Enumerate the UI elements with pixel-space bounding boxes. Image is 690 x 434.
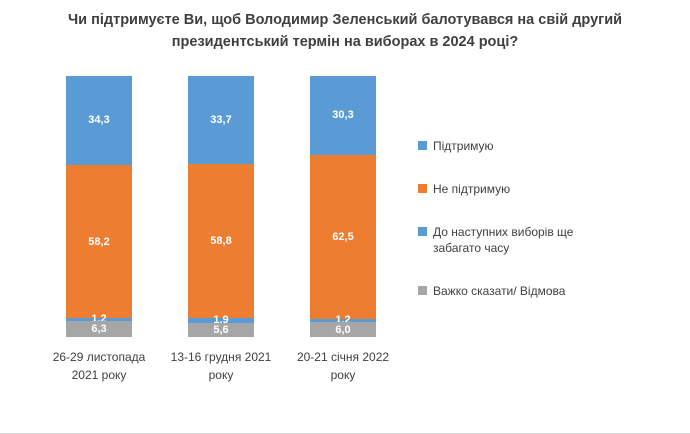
- legend-swatch: [418, 140, 427, 150]
- bar-column: 30,3 62,5 1,2 6,0 20-21 січня 2022 року: [282, 75, 404, 385]
- bar-segment: 6,0: [310, 321, 376, 338]
- legend-swatch: [418, 183, 427, 193]
- chart-page: { "chart_data": { "type": "bar", "subtyp…: [0, 10, 690, 434]
- chart-title: Чи підтримуєте Ви, щоб Володимир Зеленсь…: [67, 12, 623, 50]
- bar-segment: 33,7: [188, 75, 254, 164]
- bar-segment: 6,3: [66, 320, 132, 338]
- stacked-bar: 33,7 58,8 1,9 5,6: [188, 75, 254, 338]
- legend-swatch: [418, 286, 427, 296]
- segment-value-label: 62,5: [332, 230, 354, 243]
- chart-area: 34,3 58,2 1,2 6,3 26-29 листопада 2021 року 3…: [0, 75, 690, 385]
- bar-segment: 30,3: [310, 75, 376, 155]
- stacked-bar: 34,3 58,2 1,2 6,3: [66, 75, 132, 338]
- stacked-bar: 30,3 62,5 1,2 6,0: [310, 75, 376, 338]
- bar-segment: 58,8: [188, 163, 254, 318]
- segment-value-label: 33,7: [210, 113, 232, 126]
- bar-column: 34,3 58,2 1,2 6,3 26-29 листопада 2021 року: [38, 75, 160, 385]
- legend: Підтримую Не підтримую До наступних виборі…: [418, 76, 628, 385]
- category-label: 26-29 листопада 2021 року: [52, 349, 146, 383]
- segment-value-label: 5,6: [213, 324, 229, 337]
- bar-segment: 62,5: [310, 154, 376, 319]
- legend-label: До наступних виборів ще забагато часу: [433, 224, 574, 256]
- segment-value-label: 30,3: [332, 109, 354, 122]
- bar-column: 33,7 58,8 1,9 5,6 13-16 грудня 2021 року: [160, 75, 282, 385]
- legend-label: Підтримую: [433, 138, 494, 153]
- bar-segment: 34,3: [66, 75, 132, 166]
- segment-value-label: 6,0: [335, 323, 351, 336]
- segment-value-label: 34,3: [88, 114, 110, 127]
- segment-value-label: 58,2: [88, 235, 110, 248]
- bar-segment: 58,2: [66, 165, 132, 318]
- legend-label: Не підтримую: [433, 181, 511, 196]
- segment-value-label: 58,8: [210, 234, 232, 247]
- plot-area: 34,3 58,2 1,2 6,3 26-29 листопада 2021 року 3…: [38, 75, 404, 385]
- legend-item: До наступних виборів ще забагато часу: [418, 224, 628, 256]
- category-label: 13-16 грудня 2021 року: [170, 349, 272, 383]
- legend-item: Не підтримую: [418, 181, 628, 197]
- legend-label: Важко сказати/ Відмова: [433, 284, 566, 299]
- segment-value-label: 6,3: [91, 323, 107, 336]
- bar-segment: 5,6: [188, 322, 254, 338]
- legend-swatch: [418, 226, 427, 236]
- category-label: 20-21 січня 2022 року: [296, 349, 390, 383]
- legend-item: Важко сказати/ Відмова: [418, 283, 628, 299]
- legend-item: Підтримую: [418, 138, 628, 154]
